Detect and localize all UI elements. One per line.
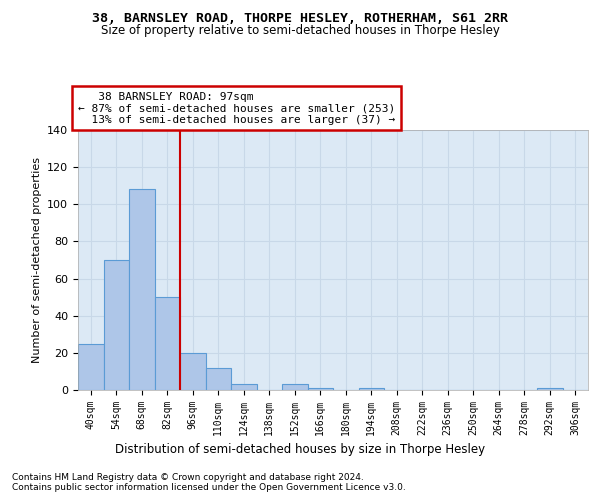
Text: Contains public sector information licensed under the Open Government Licence v3: Contains public sector information licen… — [12, 482, 406, 492]
Bar — [282, 384, 308, 390]
Text: 38, BARNSLEY ROAD, THORPE HESLEY, ROTHERHAM, S61 2RR: 38, BARNSLEY ROAD, THORPE HESLEY, ROTHER… — [92, 12, 508, 26]
Text: Size of property relative to semi-detached houses in Thorpe Hesley: Size of property relative to semi-detach… — [101, 24, 499, 37]
Bar — [129, 190, 155, 390]
Text: Contains HM Land Registry data © Crown copyright and database right 2024.: Contains HM Land Registry data © Crown c… — [12, 472, 364, 482]
Bar — [180, 353, 205, 390]
Text: 38 BARNSLEY ROAD: 97sqm
← 87% of semi-detached houses are smaller (253)
  13% of: 38 BARNSLEY ROAD: 97sqm ← 87% of semi-de… — [78, 92, 395, 125]
Y-axis label: Number of semi-detached properties: Number of semi-detached properties — [32, 157, 41, 363]
Bar — [359, 388, 384, 390]
Bar — [155, 297, 180, 390]
Bar — [537, 388, 563, 390]
Bar — [104, 260, 129, 390]
Bar — [78, 344, 104, 390]
Bar — [205, 368, 231, 390]
Bar — [231, 384, 257, 390]
Bar — [308, 388, 333, 390]
Text: Distribution of semi-detached houses by size in Thorpe Hesley: Distribution of semi-detached houses by … — [115, 442, 485, 456]
